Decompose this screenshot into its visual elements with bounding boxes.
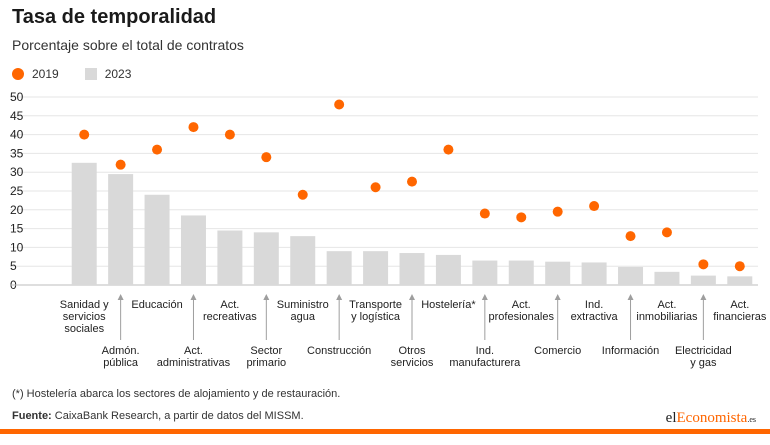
bar-2023-4 xyxy=(217,230,243,285)
y-tick-label-15: 15 xyxy=(10,222,24,236)
logo-part-el: el xyxy=(665,410,677,426)
y-tick-label-45: 45 xyxy=(10,109,24,123)
bar-2023-9 xyxy=(399,253,425,285)
source-line: Fuente: CaixaBank Research, a partir de … xyxy=(12,410,304,422)
x-tick-label-7: Construcción xyxy=(307,345,371,357)
bar-2023-5 xyxy=(253,232,279,285)
point-2019-2 xyxy=(152,144,163,155)
x-tick-label-14: Ind. extractiva xyxy=(571,299,619,323)
x-tick-label-3: Act. administrativas xyxy=(157,345,231,369)
x-tick-label-8: Transporte y logística xyxy=(349,299,402,323)
bar-2023-6 xyxy=(290,236,316,285)
legend-swatch-2023 xyxy=(84,68,97,80)
bar-2023-8 xyxy=(363,251,389,285)
point-2019-9 xyxy=(407,176,417,187)
label-leader-arrow-11 xyxy=(481,294,488,300)
y-tick-label-20: 20 xyxy=(10,203,24,217)
y-tick-label-25: 25 xyxy=(10,184,24,198)
bar-2023-13 xyxy=(545,261,571,285)
legend-swatch-2019 xyxy=(12,68,24,80)
logo-part-economista: Economista xyxy=(676,410,748,426)
legend-label-2019: 2019 xyxy=(32,67,59,81)
x-tick-label-16: Act. inmobiliarias xyxy=(636,299,698,323)
x-tick-label-1: Admón. pública xyxy=(102,345,140,369)
label-leader-arrow-9 xyxy=(409,294,415,300)
point-2019-4 xyxy=(224,129,235,140)
legend-label-2023: 2023 xyxy=(104,67,132,81)
x-tick-label-0: Sanidad y servicios sociales xyxy=(60,299,109,335)
point-2019-14 xyxy=(589,201,600,212)
y-tick-label-10: 10 xyxy=(10,240,24,254)
x-tick-label-10: Hostelería* xyxy=(421,299,476,311)
bar-2023-17 xyxy=(690,275,716,285)
x-tick-label-2: Educación xyxy=(131,299,182,311)
x-tick-label-6: Suministro agua xyxy=(277,299,329,323)
x-tick-label-15: Información xyxy=(602,345,659,357)
x-tick-label-5: Sector primario xyxy=(246,345,286,369)
bar-2023-2 xyxy=(144,194,170,285)
point-2019-3 xyxy=(188,122,199,133)
bar-2023-11 xyxy=(472,260,498,285)
point-2019-1 xyxy=(115,159,126,170)
legend-item-2019: 2019 xyxy=(12,67,59,81)
bar-2023-1 xyxy=(108,174,134,285)
point-2019-15 xyxy=(625,231,636,242)
x-tick-label-4: Act. recreativas xyxy=(203,299,257,323)
label-leader-arrow-3 xyxy=(190,294,197,300)
point-2019-5 xyxy=(261,152,272,163)
point-2019-18 xyxy=(734,261,745,272)
x-tick-label-12: Act. profesionales xyxy=(489,299,555,323)
bar-2023-14 xyxy=(581,262,607,285)
source-label: Fuente: xyxy=(12,410,52,422)
bar-2023-12 xyxy=(508,260,534,285)
legend-item-2023: 2023 xyxy=(84,67,132,81)
x-tick-label-13: Comercio xyxy=(534,345,581,357)
label-leader-arrow-7 xyxy=(336,294,343,300)
label-leader-arrow-13 xyxy=(554,294,561,300)
y-tick-label-30: 30 xyxy=(10,165,24,179)
chart-subtitle: Porcentaje sobre el total de contratos xyxy=(12,37,244,53)
x-tick-label-18: Act. financieras xyxy=(713,299,767,323)
publisher-logo: elEconomista.es xyxy=(666,410,756,427)
label-leader-arrow-1 xyxy=(117,294,124,300)
point-2019-13 xyxy=(552,206,563,217)
point-2019-10 xyxy=(443,144,454,155)
label-leader-arrow-15 xyxy=(627,294,634,300)
point-2019-12 xyxy=(516,212,527,223)
chart-title: Tasa de temporalidad xyxy=(12,6,217,28)
y-tick-label-50: 50 xyxy=(10,90,24,104)
source-text: CaixaBank Research, a partir de datos de… xyxy=(54,410,304,422)
x-tick-label-9: Otros servicios xyxy=(391,345,434,369)
bar-2023-7 xyxy=(326,251,352,285)
chart-legend: 2019 2023 xyxy=(12,67,157,81)
point-2019-17 xyxy=(698,259,709,270)
point-2019-6 xyxy=(297,189,308,200)
bottom-accent-bar xyxy=(0,429,770,434)
point-2019-7 xyxy=(334,99,345,110)
logo-part-es: .es xyxy=(747,415,756,424)
bar-2023-0 xyxy=(71,162,97,285)
label-leader-arrow-5 xyxy=(263,294,270,300)
bar-2023-3 xyxy=(180,215,206,285)
y-tick-label-35: 35 xyxy=(10,146,24,160)
x-tick-label-11: Ind. manufacturera xyxy=(449,345,521,369)
bar-2023-16 xyxy=(654,271,680,285)
point-2019-8 xyxy=(370,182,381,193)
point-2019-11 xyxy=(479,208,490,219)
point-2019-0 xyxy=(79,129,90,140)
bar-2023-15 xyxy=(618,266,644,285)
footnote: (*) Hostelería abarca los sectores de al… xyxy=(12,388,341,400)
y-tick-label-40: 40 xyxy=(10,128,24,142)
y-tick-label-5: 5 xyxy=(10,259,17,273)
bar-2023-10 xyxy=(435,254,461,285)
point-2019-16 xyxy=(661,227,672,238)
bar-2023-18 xyxy=(727,276,753,285)
label-leader-arrow-17 xyxy=(700,294,707,300)
x-tick-label-17: Electricidad y gas xyxy=(675,345,732,369)
